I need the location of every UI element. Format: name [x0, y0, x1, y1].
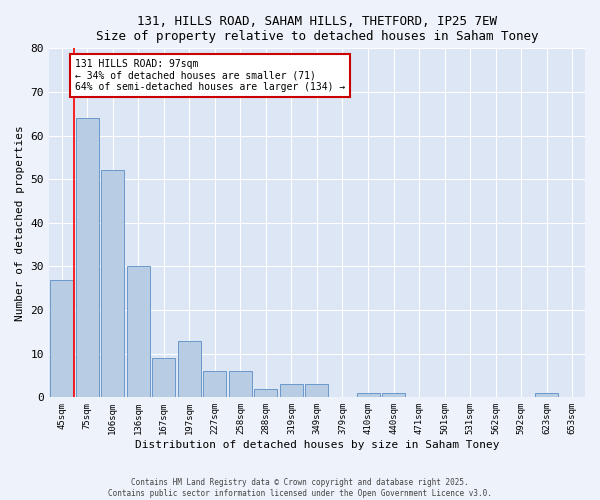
Bar [76, 118, 98, 398]
Text: Contains HM Land Registry data © Crown copyright and database right 2025.
Contai: Contains HM Land Registry data © Crown c… [108, 478, 492, 498]
Bar [152, 358, 175, 398]
Bar [535, 393, 558, 398]
Bar [203, 371, 226, 398]
Y-axis label: Number of detached properties: Number of detached properties [15, 125, 25, 320]
Bar [127, 266, 150, 398]
Bar [356, 393, 380, 398]
Bar [229, 371, 252, 398]
Bar [178, 340, 201, 398]
Text: 131 HILLS ROAD: 97sqm
← 34% of detached houses are smaller (71)
64% of semi-deta: 131 HILLS ROAD: 97sqm ← 34% of detached … [75, 59, 345, 92]
Bar [254, 388, 277, 398]
Bar [101, 170, 124, 398]
Bar [280, 384, 303, 398]
Bar [50, 280, 73, 398]
Bar [305, 384, 328, 398]
Title: 131, HILLS ROAD, SAHAM HILLS, THETFORD, IP25 7EW
Size of property relative to de: 131, HILLS ROAD, SAHAM HILLS, THETFORD, … [96, 15, 538, 43]
X-axis label: Distribution of detached houses by size in Saham Toney: Distribution of detached houses by size … [135, 440, 499, 450]
Bar [382, 393, 405, 398]
